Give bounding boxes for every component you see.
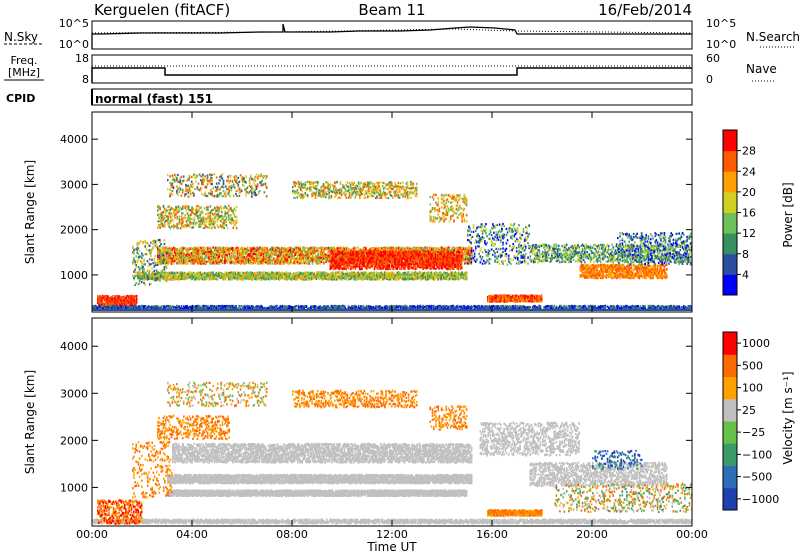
velocity-ytick-label: 4000	[60, 340, 88, 353]
freq-panel: Freq. [MHz] 18 8 60 0 Nave	[4, 52, 777, 86]
power-colorbar-tick-label: 4	[742, 268, 749, 281]
freq-tick-low: 8	[82, 73, 89, 86]
power-colorbar-tick-label: 8	[742, 248, 749, 261]
date-title: 16/Feb/2014	[598, 1, 692, 19]
beam-title: Beam 11	[358, 1, 425, 19]
power-colorbar-segment	[723, 171, 737, 192]
velocity-colorbar-tick-label: −1000	[742, 493, 779, 506]
power-colorbar-tick-label: 20	[742, 186, 756, 199]
power-ylabel: Slant Range [km]	[23, 160, 37, 264]
power-colorbar-tick-label: 28	[742, 145, 756, 158]
power-colorbar-segment	[723, 213, 737, 234]
velocity-colorbar-label: Velocity [m s⁻¹]	[781, 371, 795, 464]
freq-tick-high: 18	[75, 52, 89, 65]
power-scatter-layer	[92, 173, 692, 311]
xtick-label: 16:00	[476, 528, 508, 541]
velocity-colorbar-tick-label: 25	[742, 404, 756, 417]
power-colorbar-segment	[723, 254, 737, 275]
freq-trace	[92, 68, 692, 83]
velocity-colorbar-tick-label: −25	[742, 426, 765, 439]
nave-tick-high: 60	[706, 52, 720, 65]
velocity-ytick-label: 3000	[60, 387, 88, 400]
power-colorbar-segment	[723, 233, 737, 254]
nsky-tick-low: 10^0	[59, 38, 89, 51]
nave-tick-low: 0	[706, 73, 713, 86]
nsearch-tick-high: 10^5	[706, 17, 736, 30]
velocity-colorbar-tick-label: 1000	[742, 337, 770, 350]
power-colorbar-segment	[723, 130, 737, 151]
velocity-colorbar-segment	[723, 488, 737, 511]
xtick-label: 04:00	[176, 528, 208, 541]
velocity-colorbar-segment	[723, 354, 737, 377]
xlabel: Time UT	[366, 540, 417, 554]
velocity-colorbar: 1000 500 100 25 −25 −100 −500 −1000	[723, 332, 779, 511]
freq-label-2: [MHz]	[8, 66, 40, 79]
power-colorbar-segment	[723, 274, 737, 295]
power-ytick-label: 3000	[60, 178, 88, 191]
nsearch-label: N.Search	[746, 30, 800, 44]
velocity-ytick-label: 1000	[60, 481, 88, 494]
velocity-colorbar-segment	[723, 399, 737, 422]
nsky-panel: N.Sky 10^5 10^0 10^5 10^0 N.Search	[4, 17, 800, 51]
velocity-colorbar-segment	[723, 332, 737, 355]
velocity-panel: 1000 2000 3000 4000 Slant Range [km]	[23, 318, 692, 526]
station-title: Kerguelen (fitACF)	[94, 1, 230, 19]
velocity-colorbar-tick-label: 500	[742, 359, 763, 372]
power-colorbar-tick-label: 16	[742, 207, 756, 220]
power-panel: 1000 2000 3000 4000 Slant Range [km]	[23, 112, 692, 312]
power-ytick-label: 2000	[60, 224, 88, 237]
power-ytick-label: 4000	[60, 133, 88, 146]
power-colorbar-segment	[723, 192, 737, 213]
velocity-ytick-label: 2000	[60, 434, 88, 447]
xtick-label: 00:00	[676, 528, 708, 541]
power-ytick-label: 1000	[60, 269, 88, 282]
velocity-colorbar-tick-label: −100	[742, 448, 772, 461]
velocity-colorbar-tick-label: 100	[742, 382, 763, 395]
power-colorbar-segment	[723, 151, 737, 172]
nsky-trace	[92, 24, 692, 49]
nsearch-tick-low: 10^0	[706, 38, 736, 51]
cpid-label: CPID	[6, 92, 35, 105]
xtick-label: 08:00	[276, 528, 308, 541]
rti-plot: Kerguelen (fitACF) Beam 11 16/Feb/2014 N…	[0, 0, 800, 554]
power-colorbar-tick-label: 24	[742, 165, 756, 178]
nsky-tick-high: 10^5	[59, 17, 89, 30]
velocity-colorbar-tick-label: −500	[742, 471, 772, 484]
velocity-ylabel: Slant Range [km]	[23, 370, 37, 474]
velocity-colorbar-segment	[723, 443, 737, 466]
power-colorbar-tick-label: 12	[742, 227, 756, 240]
velocity-colorbar-segment	[723, 377, 737, 400]
velocity-scatter-layer	[92, 382, 692, 525]
power-colorbar-label: Power [dB]	[781, 182, 795, 247]
nave-label: Nave	[746, 62, 777, 76]
xtick-label: 20:00	[576, 528, 608, 541]
velocity-colorbar-segment	[723, 421, 737, 444]
velocity-colorbar-segment	[723, 466, 737, 489]
nsky-label: N.Sky	[4, 30, 38, 44]
cpid-text: normal (fast) 151	[95, 92, 213, 106]
power-colorbar: 4 8 12 16 20 24 28	[723, 130, 756, 296]
xtick-label: 00:00	[76, 528, 108, 541]
